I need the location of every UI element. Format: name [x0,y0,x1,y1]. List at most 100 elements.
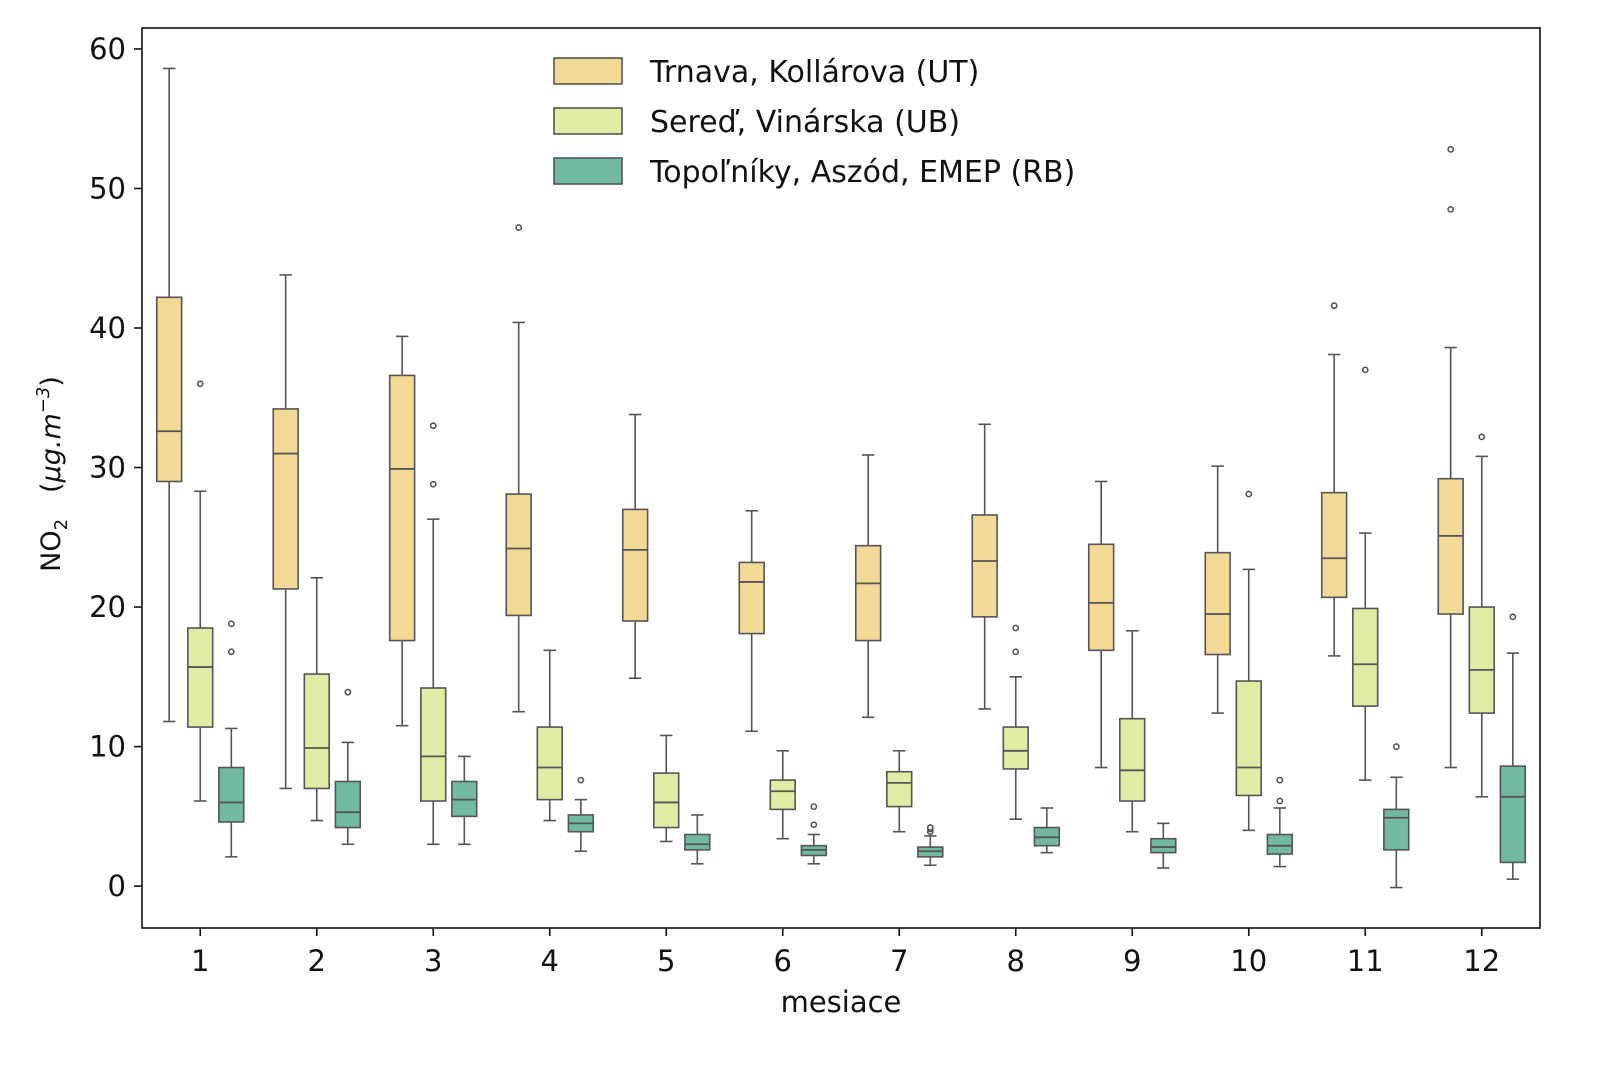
box-group [1150,822,1177,869]
outlier-point [1392,743,1400,751]
box-group [218,620,245,858]
box-group [1437,145,1464,769]
y-tick-label: 30 [89,451,126,485]
outlier-point [227,620,235,628]
box-iqr [1383,808,1410,851]
x-axis: 1 2 3 4 5 6 7 8 9 10 11 12 [191,928,1500,978]
box-iqr [1320,491,1348,599]
box-iqr [388,374,416,642]
box-group [536,649,563,822]
x-tick-label: 4 [541,944,559,978]
y-tick-label: 20 [89,590,126,624]
box-iqr [971,514,998,618]
y-tick-label: 50 [89,171,126,205]
outlier-point [227,648,235,656]
box-iqr [272,408,299,590]
outlier-point [1447,145,1455,153]
outlier-point [926,824,934,831]
x-tick-label: 6 [774,944,792,978]
box-group [886,749,913,833]
box-iqr [218,766,245,823]
box-group [187,380,214,802]
box-group [800,803,828,865]
box-group [1320,302,1348,657]
box-iqr [1235,680,1262,797]
box-iqr [1087,543,1115,652]
box-group [1033,807,1061,854]
legend-label: Trnava, Kollárova (UT) [649,55,979,90]
box-group [1499,613,1527,880]
box-group [1383,743,1410,889]
outlier-point [1012,624,1020,632]
y-axis-title: NO2 (μg.m−3) [33,376,72,572]
box-iqr [1150,837,1177,854]
x-tick-label: 8 [1007,944,1025,978]
box-group [917,824,944,867]
outlier-point [810,821,818,829]
x-tick-label: 10 [1230,944,1267,978]
box-group [1352,366,1379,781]
legend-swatch [553,157,623,185]
boxes-layer [155,67,1527,889]
legend-item: Sereď, Vinárska (UB) [553,105,960,140]
box-group [155,67,183,723]
box-group [1266,776,1294,868]
box-group [684,814,711,865]
box-group [653,734,680,843]
box-group [854,454,882,719]
y-tick-label: 60 [89,32,126,66]
box-group [303,576,330,822]
y-tick-label: 0 [108,869,126,903]
box-group [1002,624,1029,820]
box-iqr [653,772,680,829]
box-group [1235,490,1262,832]
x-tick-label: 7 [890,944,908,978]
box-iqr [1352,607,1379,707]
box-iqr [738,561,765,635]
box-iqr [621,508,649,622]
box-iqr [854,544,882,642]
box-group [1119,629,1146,833]
box-iqr [769,779,796,811]
legend-swatch [553,107,623,135]
box-group [971,423,998,710]
y-axis-superscript: −3 [33,387,54,414]
box-group [567,776,595,853]
box-group [388,335,416,727]
outlier-point [810,803,818,811]
box-group [1087,480,1115,769]
box-group [1468,433,1495,798]
box-group [451,755,478,846]
y-tick-label: 40 [89,311,126,345]
box-iqr [505,493,532,617]
legend-swatch [553,57,623,85]
box-iqr [1266,833,1294,855]
plot-frame [141,27,1541,929]
box-group [621,413,649,680]
outlier-point [1447,205,1455,213]
y-axis-quantity: NO [36,530,67,571]
box-iqr [303,673,330,790]
y-axis-unit-close: ) [36,376,67,387]
box-iqr [886,770,913,808]
outlier-point [429,422,437,430]
box-iqr [1002,726,1029,770]
box-group [420,422,447,846]
box-group [334,688,362,846]
outlier-point [196,380,204,388]
x-axis-title: mesiace [781,985,902,1019]
box-group [1204,465,1231,714]
outlier-point [1276,776,1284,784]
box-iqr [1119,717,1146,802]
x-tick-label: 3 [424,944,442,978]
x-tick-label: 11 [1347,944,1384,978]
outlier-point [429,480,437,488]
box-group [505,224,532,713]
box-group [272,274,299,790]
outlier-point [1276,797,1284,805]
outlier-point [1245,490,1253,498]
legend-item: Topoľníky, Aszód, EMEP (RB) [553,155,1075,190]
legend-label: Topoľníky, Aszód, EMEP (RB) [649,155,1075,190]
outlier-point [1012,648,1020,656]
